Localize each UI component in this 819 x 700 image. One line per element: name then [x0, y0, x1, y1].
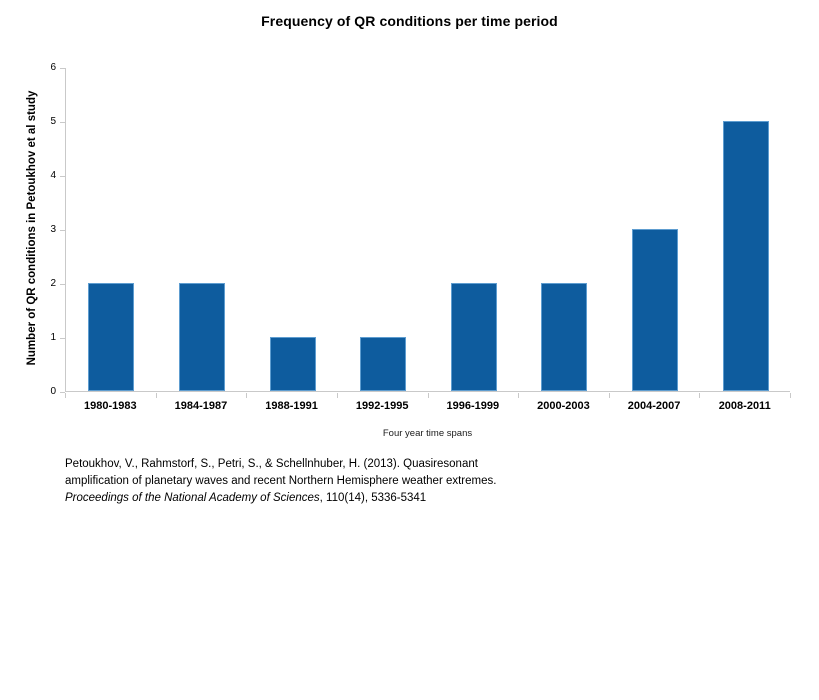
bar-2004-2007 [632, 229, 679, 391]
x-axis-tick [155, 393, 157, 398]
bar-1996-1999 [450, 283, 497, 391]
y-axis-tick [60, 392, 65, 393]
citation-volume-pages: , 110(14), 5336-5341 [319, 492, 427, 504]
y-tick-label: 4 [50, 170, 56, 181]
x-axis-tick [518, 393, 520, 398]
bar-2008-2011 [722, 121, 769, 391]
x-tick-label: 1988-1991 [265, 400, 318, 412]
bar-1980-1983 [88, 283, 135, 391]
x-tick-label: 2004-2007 [627, 400, 681, 412]
y-tick-label: 1 [50, 332, 56, 343]
x-axis-tick [65, 393, 66, 398]
x-axis-tick [699, 393, 701, 398]
y-axis-tick [60, 338, 65, 339]
citation-block: Petoukhov, V., Rahmstorf, S., Petri, S.,… [65, 456, 496, 507]
x-tick-label: 2000-2003 [537, 400, 590, 412]
x-axis-title: Four year time spans [382, 428, 473, 439]
plot-area [65, 68, 790, 392]
y-axis-tick [60, 122, 65, 123]
bar-1984-1987 [178, 283, 225, 391]
citation-journal: Proceedings of the National Academy of S… [65, 492, 320, 504]
y-axis-tick [60, 68, 65, 69]
y-tick-label: 0 [50, 386, 56, 397]
x-axis-tick [427, 393, 429, 398]
x-tick-label: 2008-2011 [718, 400, 771, 412]
x-tick-label: 1996-1999 [446, 400, 500, 412]
x-tick-label: 1984-1987 [174, 400, 228, 412]
x-axis-tick [246, 393, 248, 398]
y-tick-label: 6 [50, 62, 56, 73]
x-tick-label: 1980-1983 [84, 400, 137, 412]
x-axis-tick [336, 393, 338, 398]
x-tick-label: 1992-1995 [355, 400, 409, 412]
citation-line: amplification of planetary waves and rec… [65, 475, 497, 487]
y-axis-tick [60, 230, 65, 231]
citation-line: Petoukhov, V., Rahmstorf, S., Petri, S.,… [65, 458, 478, 470]
chart-title: Frequency of QR conditions per time peri… [261, 13, 558, 29]
bar-1992-1995 [360, 337, 407, 391]
bar-1988-1991 [269, 337, 316, 391]
citation-line: Proceedings of the National Academy of S… [65, 490, 496, 507]
x-axis-tick [608, 393, 610, 398]
y-axis-tick [60, 284, 65, 285]
y-axis-tick [60, 176, 65, 177]
x-axis-tick [790, 393, 791, 398]
y-tick-label: 3 [50, 224, 56, 235]
bar-2000-2003 [541, 283, 588, 391]
y-tick-label: 5 [50, 116, 56, 127]
y-tick-label: 2 [50, 278, 56, 289]
